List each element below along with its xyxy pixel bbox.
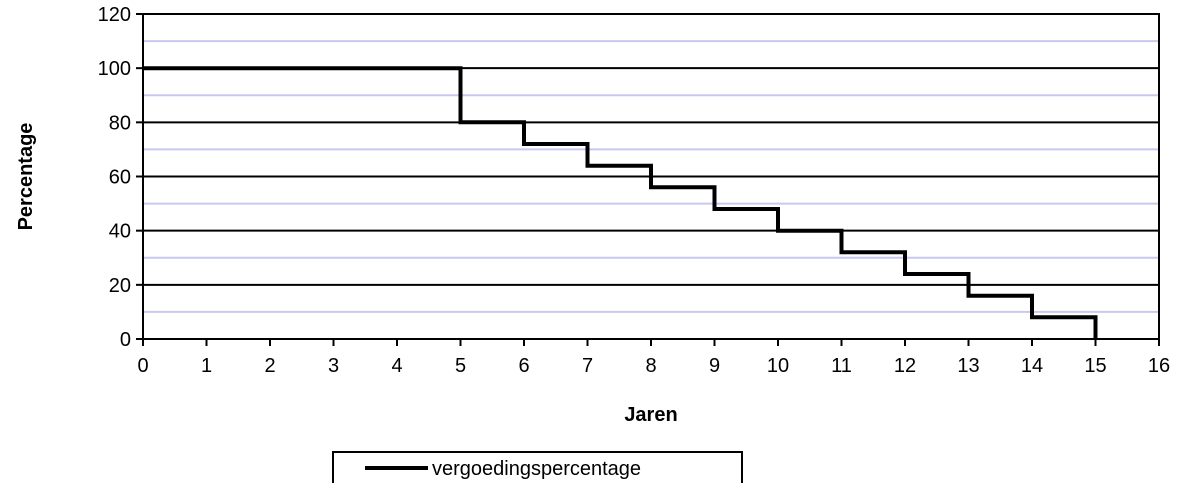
y-tick-label: 60 xyxy=(109,167,131,189)
y-tick-label: 0 xyxy=(120,329,131,351)
y-axis-ticks: 0 20 40 60 80 100 120 xyxy=(98,4,143,351)
x-tick-label: 8 xyxy=(645,355,656,377)
x-tick-label: 6 xyxy=(518,355,529,377)
x-tick-label: 15 xyxy=(1084,355,1106,377)
x-tick-label: 12 xyxy=(894,355,916,377)
x-tick-label: 5 xyxy=(455,355,466,377)
legend: vergoedingspercentage xyxy=(332,451,743,483)
x-tick-label: 13 xyxy=(957,355,979,377)
x-tick-label: 0 xyxy=(137,355,148,377)
x-tick-label: 11 xyxy=(831,355,852,377)
x-tick-label: 16 xyxy=(1148,355,1170,377)
x-axis-title: Jaren xyxy=(624,404,677,426)
x-tick-label: 2 xyxy=(264,355,275,377)
y-tick-label: 80 xyxy=(109,112,131,134)
y-tick-label: 20 xyxy=(109,275,131,297)
minor-grid xyxy=(143,40,1159,313)
x-tick-label: 3 xyxy=(328,355,339,377)
x-tick-label: 14 xyxy=(1021,355,1043,377)
y-axis-title: Percentage xyxy=(15,123,37,231)
y-tick-label: 120 xyxy=(98,4,131,26)
series-line xyxy=(143,66,1098,339)
y-tick-label: 100 xyxy=(98,58,131,80)
x-tick-label: 4 xyxy=(391,355,402,377)
series-layer xyxy=(143,66,1098,339)
x-tick-label: 9 xyxy=(709,355,720,377)
x-tick-label: 10 xyxy=(767,355,789,377)
x-tick-label: 7 xyxy=(582,355,593,377)
x-axis-ticks: 0 1 2 3 4 5 6 7 8 9 10 11 12 13 14 15 16 xyxy=(137,339,1170,377)
x-tick-label: 1 xyxy=(201,355,212,377)
legend-label: vergoedingspercentage xyxy=(432,458,641,480)
y-tick-label: 40 xyxy=(109,221,131,243)
